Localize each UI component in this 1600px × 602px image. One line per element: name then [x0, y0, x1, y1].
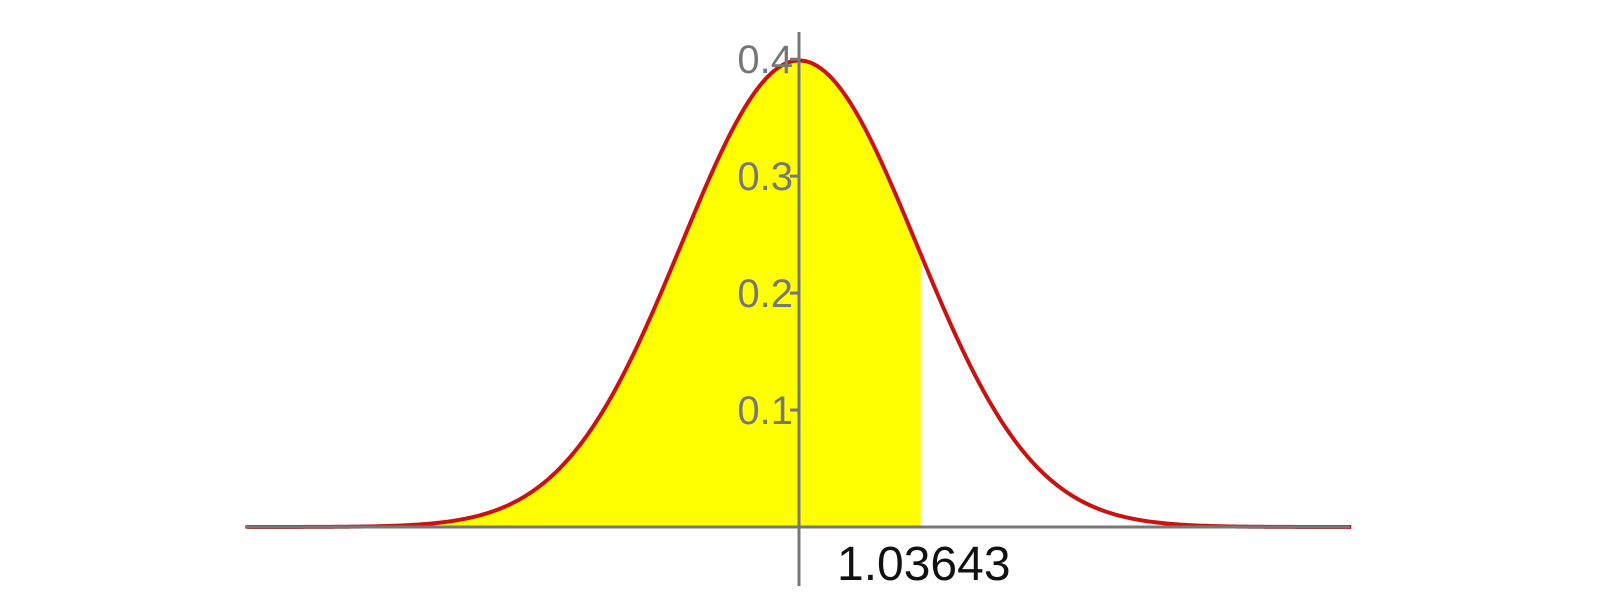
y-tick-label: 0.1	[737, 389, 793, 433]
y-tick-label: 0.3	[737, 155, 793, 199]
x-marker-label: 1.03643	[837, 538, 1011, 591]
y-tick-label: 0.4	[737, 38, 793, 82]
y-ticks: 0.1 0.2 0.3 0.4	[737, 38, 799, 433]
shaded-area	[246, 60, 921, 528]
y-tick-label: 0.2	[737, 272, 793, 316]
